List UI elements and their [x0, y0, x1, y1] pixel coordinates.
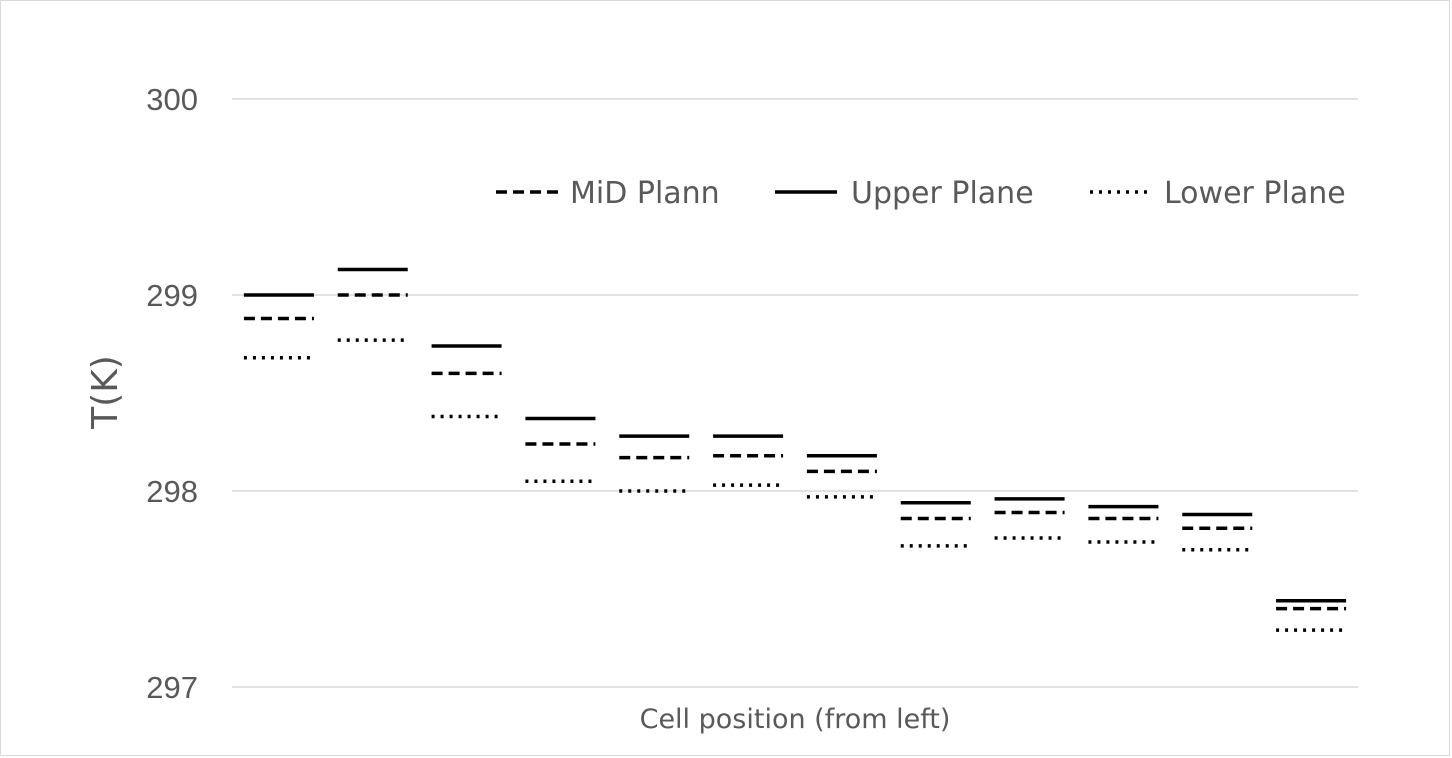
series-lower-plane	[243, 338, 1347, 632]
legend-label: Upper Plane	[851, 176, 1034, 211]
y-tick-label: 298	[146, 474, 198, 509]
series-mid-plann	[243, 293, 1347, 611]
series-marks	[243, 267, 1347, 632]
y-tick-labels: 297 298 299 300	[146, 82, 198, 705]
x-axis-title: Cell position (from left)	[640, 704, 951, 735]
gridlines	[232, 98, 1358, 688]
legend-item: Upper Plane	[775, 176, 1034, 211]
legend-label: MiD Plann	[570, 176, 720, 211]
series-upper-plane	[243, 267, 1347, 603]
legend-item: Lower Plane	[1090, 176, 1346, 211]
legend-label: Lower Plane	[1164, 176, 1346, 211]
y-tick-label: 299	[146, 278, 198, 313]
legend: MiD Plann Upper Plane Lower Plane	[496, 176, 1346, 211]
y-axis-title: T(K)	[85, 355, 126, 430]
y-tick-label: 300	[146, 82, 198, 117]
y-tick-label: 297	[146, 670, 198, 705]
legend-item: MiD Plann	[496, 176, 720, 211]
